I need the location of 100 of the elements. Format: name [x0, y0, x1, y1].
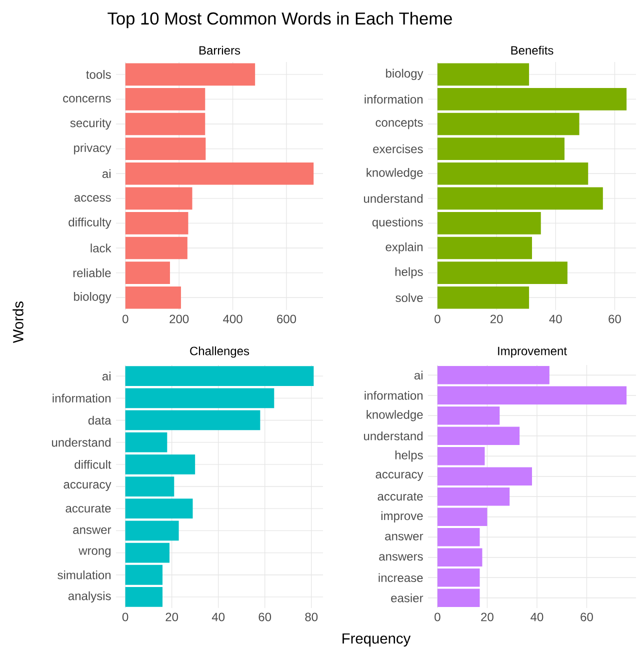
chart-title: Challenges — [190, 346, 250, 358]
bar — [125, 286, 181, 309]
y-tick-label: answers — [379, 554, 423, 561]
y-tick-label: biology — [74, 292, 112, 304]
x-tick-label: 0 — [122, 612, 128, 622]
y-tick-label: concerns — [63, 96, 111, 103]
bar — [437, 406, 500, 425]
y-tick-label: security — [70, 118, 112, 130]
bar — [125, 587, 163, 607]
y-tick-label: accuracy — [64, 482, 112, 491]
bar — [125, 454, 196, 474]
y-tick-label: increase — [378, 573, 423, 582]
bar — [437, 568, 480, 587]
y-tick-label: privacy — [74, 143, 112, 154]
x-tick-label: 0 — [434, 314, 440, 324]
y-tick-label: information — [52, 394, 111, 403]
y-tick-label: tools — [86, 70, 111, 79]
bar — [437, 588, 480, 607]
y-tick-label: data — [88, 416, 112, 425]
text: Frequency — [342, 633, 411, 647]
bar — [125, 564, 163, 585]
bar — [437, 508, 488, 526]
y-axis-title: Words — [12, 301, 24, 343]
bar — [437, 386, 627, 404]
x-tick-label: 20 — [490, 314, 503, 324]
bar — [437, 426, 520, 445]
bar — [437, 366, 550, 384]
bar — [437, 467, 532, 486]
bar — [125, 162, 314, 185]
chart-title: Improvement — [498, 346, 567, 358]
bar — [437, 138, 565, 160]
bar — [125, 498, 193, 519]
x-tick-label: 400 — [223, 314, 242, 324]
bar — [437, 236, 532, 260]
bar — [125, 138, 206, 160]
x-tick-label: 0 — [122, 314, 128, 324]
bar — [437, 528, 480, 546]
bar — [437, 88, 627, 110]
bar — [437, 262, 568, 284]
y-tick-label: concepts — [376, 118, 423, 130]
y-tick-label: easier — [391, 593, 424, 602]
y-tick-label: answer — [385, 534, 424, 540]
y-tick-label: understand — [364, 431, 423, 440]
y-tick-label: accuracy — [376, 472, 424, 481]
y-tick-label: questions — [372, 218, 423, 229]
bar — [125, 366, 314, 386]
y-tick-label: explain — [386, 242, 423, 254]
x-tick-label: 20 — [481, 612, 494, 622]
chart-title: Barriers — [199, 46, 240, 55]
bar — [437, 187, 603, 210]
x-tick-label: 40 — [530, 612, 544, 622]
y-tick-label: helps — [395, 450, 423, 462]
bar — [125, 187, 192, 210]
y-tick-label: lack — [90, 244, 112, 252]
y-tick-label: understand — [364, 194, 423, 203]
bar — [125, 476, 174, 496]
y-tick-label: analysis — [68, 591, 111, 603]
bar — [125, 542, 170, 563]
x-tick-label: 60 — [580, 612, 593, 622]
bar — [437, 447, 485, 466]
x-tick-label: 60 — [608, 314, 621, 324]
bar — [437, 112, 580, 136]
x-tick-label: 40 — [212, 612, 225, 622]
bar — [125, 212, 188, 234]
x-tick-label: 20 — [166, 612, 178, 622]
y-tick-label: helps — [395, 267, 423, 278]
x-tick-label: 600 — [277, 314, 296, 324]
chart-title: Benefits — [511, 46, 554, 55]
bar — [125, 520, 179, 541]
y-tick-label: knowledge — [366, 168, 423, 180]
y-tick-label: knowledge — [366, 410, 423, 422]
bar — [125, 388, 274, 408]
bar — [125, 262, 170, 284]
y-tick-label: improve — [381, 511, 423, 522]
y-tick-label: ai — [102, 169, 110, 178]
y-tick-label: answer — [73, 527, 112, 534]
x-tick-label: 80 — [305, 612, 318, 622]
y-tick-label: simulation — [58, 570, 110, 580]
x-tick-label: 0 — [434, 612, 440, 622]
y-tick-label: information — [364, 94, 423, 104]
y-tick-label: ai — [414, 370, 422, 380]
bar — [437, 63, 530, 86]
bar — [437, 488, 510, 506]
y-tick-label: understand — [52, 438, 111, 447]
y-tick-label: accurate — [66, 504, 111, 513]
bar — [125, 88, 206, 110]
y-tick-label: biology — [386, 68, 424, 80]
y-tick-label: information — [364, 390, 423, 400]
bar — [125, 112, 206, 136]
y-tick-label: difficulty — [68, 218, 112, 229]
bar — [437, 548, 482, 566]
y-tick-label: access — [74, 195, 111, 202]
y-tick-label: exercises — [373, 144, 423, 154]
y-tick-label: ai — [102, 372, 110, 380]
bar — [125, 236, 188, 260]
bar — [125, 63, 256, 86]
bar — [437, 212, 541, 234]
y-tick-label: reliable — [73, 268, 111, 278]
x-tick-label: 60 — [258, 612, 272, 622]
y-tick-label: accurate — [378, 492, 423, 501]
